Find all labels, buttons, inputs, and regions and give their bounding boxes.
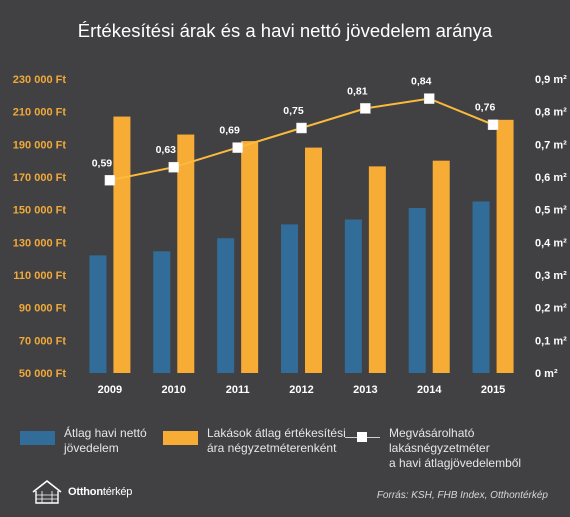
area-point — [487, 119, 499, 130]
source-note: Forrás: KSH, FHB Index, Otthontérkép — [376, 490, 548, 501]
price-bar — [241, 141, 259, 373]
area-point — [232, 142, 243, 153]
y-left-tick-label: 170 000 Ft — [13, 172, 67, 184]
legend-swatch-price — [163, 431, 198, 445]
y-right-tick-label: 0,7 m² — [535, 139, 567, 151]
house-logo-icon — [32, 479, 62, 504]
x-tick-label: 2013 — [353, 384, 377, 396]
area-point — [296, 122, 307, 134]
area-point — [423, 93, 435, 104]
logo-text: Otthontérkép — [68, 486, 132, 498]
legend-label-income: Átlag havi nettó jövedelem — [64, 426, 147, 455]
price-bar — [305, 147, 322, 373]
area-point — [360, 103, 371, 114]
legend-item-income: Átlag havi nettó jövedelem — [20, 426, 147, 456]
income-bar — [408, 208, 426, 373]
area-data-label: 0,75 — [283, 105, 304, 117]
price-bar — [177, 134, 195, 373]
area-data-label: 0,84 — [411, 76, 432, 88]
x-tick-label: 2010 — [162, 384, 186, 396]
area-point — [104, 175, 116, 186]
income-bar — [217, 238, 235, 373]
legend-item-area: Megvásárolható lakásnégyzetméter a havi … — [345, 426, 570, 471]
legend-label-price: Lakások átlag értékesítési ára négyzetmé… — [207, 426, 346, 455]
logo-text-light: térkép — [102, 486, 133, 498]
price-bar — [368, 166, 386, 373]
y-right-tick-label: 0,5 m² — [535, 205, 567, 217]
area-data-label: 0,76 — [475, 102, 496, 114]
y-left-tick-label: 90 000 Ft — [19, 303, 66, 315]
y-left-tick-label: 50 000 Ft — [19, 368, 66, 380]
area-point — [168, 161, 180, 173]
income-bar — [89, 255, 107, 373]
legend-label-area: Megvásárolható lakásnégyzetméter a havi … — [389, 426, 522, 470]
y-right-tick-label: 0,1 m² — [535, 335, 567, 347]
income-bar — [344, 219, 362, 373]
y-right-tick-label: 0,6 m² — [535, 172, 567, 184]
otthonterkep-logo: Otthontérkép — [30, 478, 132, 506]
y-left-tick-label: 70 000 Ft — [19, 335, 66, 347]
area-data-label: 0,59 — [92, 157, 113, 169]
y-left-tick-label: 110 000 Ft — [13, 270, 66, 282]
x-tick-label: 2015 — [481, 384, 505, 396]
y-right-tick-label: 0,8 m² — [535, 107, 567, 119]
legend-swatch-income — [20, 431, 55, 445]
y-right-tick-label: 0 m² — [535, 368, 558, 380]
income-bar — [472, 201, 490, 373]
y-right-tick-label: 0,3 m² — [535, 270, 567, 282]
y-right-tick-label: 0,9 m² — [535, 74, 567, 86]
y-right-tick-label: 0,2 m² — [535, 303, 567, 315]
y-left-tick-label: 130 000 Ft — [13, 237, 67, 249]
y-right-tick-label: 0,4 m² — [535, 237, 567, 249]
price-bar — [432, 160, 450, 373]
x-tick-label: 2011 — [226, 384, 250, 396]
price-bar — [496, 119, 514, 373]
price-bar — [113, 116, 131, 374]
income-bar — [153, 251, 171, 373]
legend-swatch-area — [345, 430, 380, 444]
area-data-label: 0,63 — [156, 144, 177, 156]
income-bar — [281, 224, 298, 373]
y-left-tick-label: 150 000 Ft — [13, 205, 67, 217]
x-tick-label: 2009 — [98, 384, 122, 396]
chart-plot: 50 000 Ft 70 000 Ft 90 000 Ft 110 000 Ft 130… — [13, 74, 567, 396]
area-data-label: 0,69 — [219, 125, 240, 137]
y-left-tick-label: 190 000 Ft — [13, 139, 67, 151]
chart-title: Értékesítési árak és a havi nettó jövede… — [77, 20, 493, 41]
y-left-tick-label: 230 000 Ft — [13, 74, 67, 86]
logo-text-bold: Otthon — [68, 486, 103, 498]
y-left-tick-label: 210 000 Ft — [13, 107, 67, 119]
legend-item-price: Lakások átlag értékesítési ára négyzetmé… — [163, 426, 346, 456]
x-tick-label: 2014 — [417, 384, 442, 396]
x-tick-label: 2012 — [289, 384, 313, 396]
area-data-label: 0,81 — [347, 85, 368, 97]
